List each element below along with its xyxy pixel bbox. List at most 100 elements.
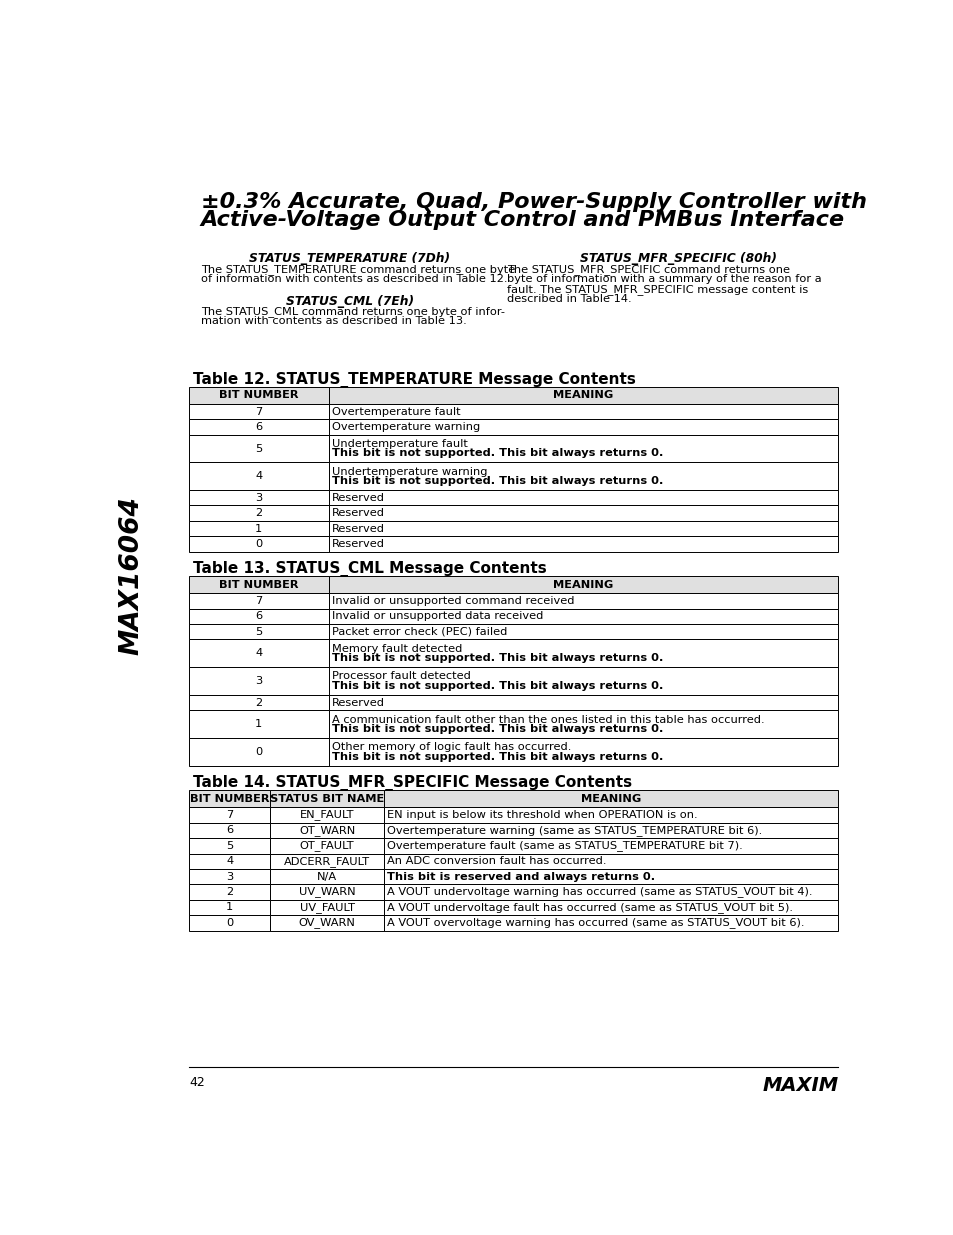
Bar [328,387,838,404]
Text: 5: 5 [254,443,262,453]
Text: 42: 42 [189,1076,205,1089]
Text: Other memory of logic fault has occurred.: Other memory of logic fault has occurred… [332,742,571,752]
Text: Table 13. STATUS_CML Message Contents: Table 13. STATUS_CML Message Contents [193,561,546,577]
Text: UV_WARN: UV_WARN [298,887,355,898]
Text: STATUS_TEMPERATURE (7Dh): STATUS_TEMPERATURE (7Dh) [249,252,450,266]
Text: BIT NUMBER: BIT NUMBER [219,579,298,590]
Bar [189,808,270,823]
Text: fault. The STATUS_MFR_SPECIFIC message content is: fault. The STATUS_MFR_SPECIFIC message c… [507,284,807,295]
Bar [189,387,328,404]
Text: STATUS_MFR_SPECIFIC (80h): STATUS_MFR_SPECIFIC (80h) [579,252,777,266]
Bar [328,435,838,462]
Text: 6: 6 [255,611,262,621]
Text: N/A: N/A [316,872,336,882]
Bar [328,505,838,521]
Bar [189,884,270,900]
Text: described in Table 14.: described in Table 14. [507,294,631,304]
Bar [189,695,328,710]
Text: This bit is not supported. This bit always returns 0.: This bit is not supported. This bit alwa… [332,448,662,458]
Text: 7: 7 [226,810,233,820]
Bar [270,808,383,823]
Bar [383,869,838,884]
Text: ±0.3% Accurate, Quad, Power-Supply Controller with: ±0.3% Accurate, Quad, Power-Supply Contr… [200,193,865,212]
Bar [383,823,838,839]
Bar [328,462,838,490]
Text: Invalid or unsupported data received: Invalid or unsupported data received [332,611,542,621]
Bar [189,823,270,839]
Bar [383,790,838,808]
Bar [270,900,383,915]
Text: 4: 4 [226,856,233,866]
Bar [189,536,328,552]
Text: The STATUS_TEMPERATURE command returns one byte: The STATUS_TEMPERATURE command returns o… [200,264,515,274]
Bar [383,853,838,869]
Text: Active-Voltage Output Control and PMBus Interface: Active-Voltage Output Control and PMBus … [200,210,843,230]
Text: OT_FAULT: OT_FAULT [299,840,354,851]
Text: 1: 1 [254,719,262,729]
Bar [189,869,270,884]
Text: UV_FAULT: UV_FAULT [299,902,355,913]
Text: Undertemperature fault: Undertemperature fault [332,438,467,448]
Bar [383,808,838,823]
Text: The STATUS_MFR_SPECIFIC command returns one: The STATUS_MFR_SPECIFIC command returns … [507,264,789,274]
Bar [189,593,328,609]
Text: 6: 6 [226,825,233,835]
Bar [270,869,383,884]
Text: 7: 7 [254,597,262,606]
Text: 5: 5 [226,841,233,851]
Text: Overtemperature warning (same as STATUS_TEMPERATURE bit 6).: Overtemperature warning (same as STATUS_… [387,825,761,836]
Bar [189,667,328,695]
Bar [270,790,383,808]
Bar [189,490,328,505]
Text: 2: 2 [255,698,262,708]
Bar [328,624,838,640]
Bar [328,404,838,419]
Text: Packet error check (PEC) failed: Packet error check (PEC) failed [332,626,507,637]
Bar [189,624,328,640]
Bar [328,609,838,624]
Text: 0: 0 [226,918,233,927]
Text: A VOUT undervoltage warning has occurred (same as STATUS_VOUT bit 4).: A VOUT undervoltage warning has occurred… [387,887,812,898]
Bar [270,915,383,930]
Text: mation with contents as described in Table 13.: mation with contents as described in Tab… [200,316,466,326]
Text: MEANING: MEANING [580,794,640,804]
Bar [383,839,838,853]
Text: Overtemperature fault (same as STATUS_TEMPERATURE bit 7).: Overtemperature fault (same as STATUS_TE… [387,840,741,851]
Text: The STATUS_CML command returns one byte of infor-: The STATUS_CML command returns one byte … [200,306,504,317]
Bar [189,839,270,853]
Bar [328,710,838,739]
Text: Table 12. STATUS_TEMPERATURE Message Contents: Table 12. STATUS_TEMPERATURE Message Con… [193,372,635,388]
Text: STATUS BIT NAME: STATUS BIT NAME [270,794,384,804]
Text: 3: 3 [254,676,262,685]
Bar [328,490,838,505]
Bar [328,667,838,695]
Text: 5: 5 [254,626,262,637]
Bar [270,853,383,869]
Text: ADCERR_FAULT: ADCERR_FAULT [284,856,370,867]
Bar [189,521,328,536]
Text: of information with contents as described in Table 12.: of information with contents as describe… [200,274,507,284]
Text: 3: 3 [254,493,262,503]
Bar [328,695,838,710]
Text: MAX16064: MAX16064 [118,496,145,655]
Bar [189,900,270,915]
Bar [383,884,838,900]
Text: Reserved: Reserved [332,508,384,519]
Text: 1: 1 [226,903,233,913]
Bar [189,435,328,462]
Text: EN input is below its threshold when OPERATION is on.: EN input is below its threshold when OPE… [387,810,697,820]
Bar [189,609,328,624]
Text: Undertemperature warning: Undertemperature warning [332,467,487,477]
Text: This bit is not supported. This bit always returns 0.: This bit is not supported. This bit alwa… [332,475,662,485]
Text: This bit is not supported. This bit always returns 0.: This bit is not supported. This bit alwa… [332,752,662,762]
Bar [189,790,270,808]
Bar [328,739,838,766]
Bar [328,577,838,593]
Text: Overtemperature fault: Overtemperature fault [332,406,460,416]
Bar [270,884,383,900]
Text: A VOUT undervoltage fault has occurred (same as STATUS_VOUT bit 5).: A VOUT undervoltage fault has occurred (… [387,902,792,913]
Text: This bit is not supported. This bit always returns 0.: This bit is not supported. This bit alwa… [332,680,662,690]
Text: MAXIM: MAXIM [761,1076,838,1095]
Text: Table 14. STATUS_MFR_SPECIFIC Message Contents: Table 14. STATUS_MFR_SPECIFIC Message Co… [193,776,631,790]
Text: MEANING: MEANING [553,390,613,400]
